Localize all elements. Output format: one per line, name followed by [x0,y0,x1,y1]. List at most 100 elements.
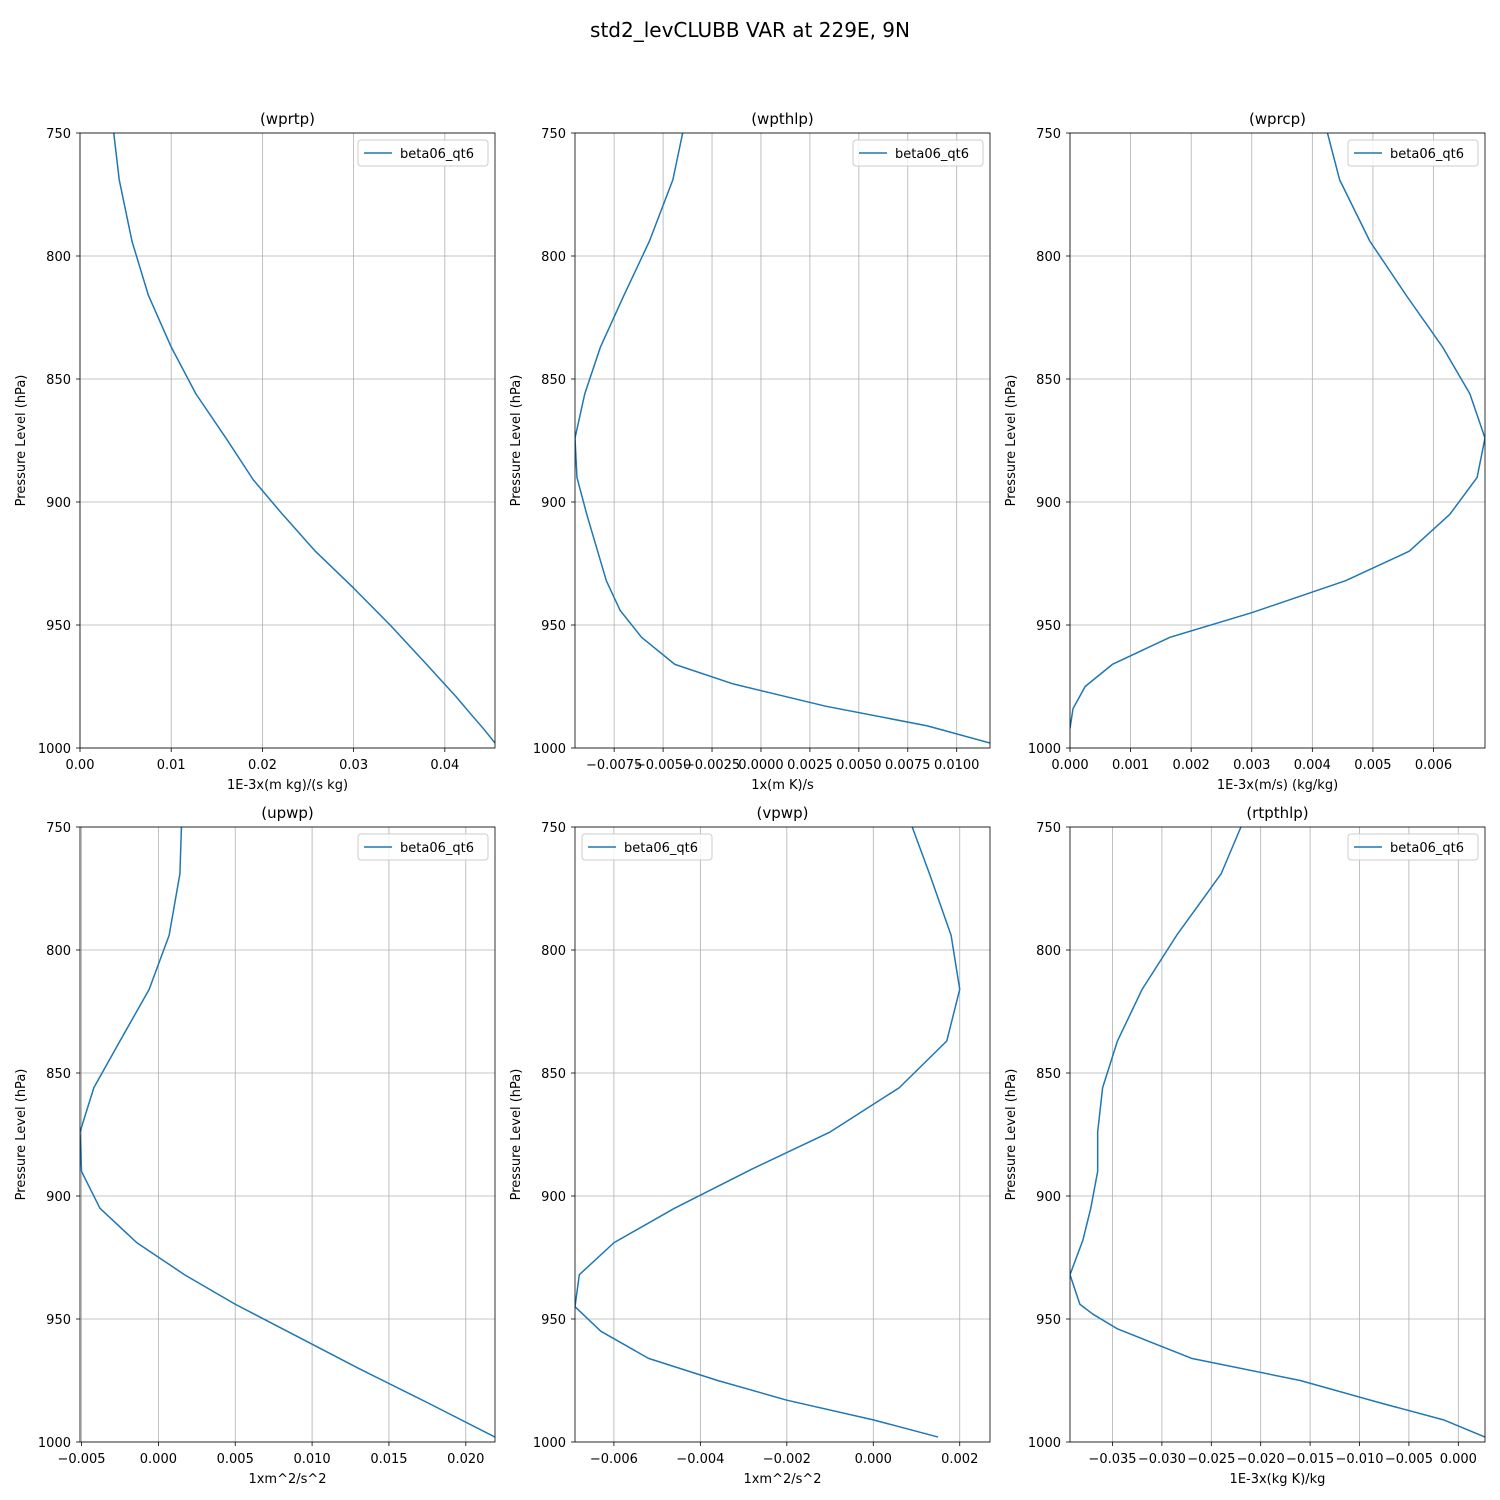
y-tick-label: 850 [46,1067,71,1082]
legend-box [357,139,489,167]
panels: 0.00 0.01 0.02 0.03 0.04 750 800 850 900 950 1000 (… [14,110,1486,1487]
x-tick-label: 0.000 [1051,758,1088,773]
x-tick-label: 0.0000 [738,758,784,773]
axes-frame [574,826,991,1443]
y-tick-label: 750 [46,127,71,142]
panel-title: (rtpthlp) [1246,804,1308,822]
y-tick-label: 1000 [1028,1436,1061,1451]
x-tick-label: −0.010 [1335,1452,1383,1467]
legend-box [852,139,984,167]
y-tick-label: 900 [1036,1190,1061,1205]
y-tick-label: 900 [1036,496,1061,511]
legend-label: beta06_qt6 [1390,147,1464,162]
x-tick-label: 0.003 [1233,758,1270,773]
y-tick-label: 1000 [38,742,71,757]
panel-5: −0.035 −0.030 −0.025 −0.020 −0.015 −0.010 −0.0… [1004,804,1486,1487]
y-tick-label: 750 [541,821,566,836]
x-tick-label: 0.004 [1294,758,1331,773]
x-tick-label: 0.04 [430,758,459,773]
legend-label: beta06_qt6 [400,841,474,856]
x-tick-label: 0.00 [66,758,95,773]
x-tick-label: −0.025 [1187,1452,1235,1467]
y-tick-label: 1000 [38,1436,71,1451]
x-tick-label: −0.0050 [635,758,691,773]
y-tick-label: 900 [541,496,566,511]
x-tick-label: 0.0100 [934,758,980,773]
y-tick-label: 950 [541,1313,566,1328]
x-tick-label: −0.015 [1286,1452,1334,1467]
y-axis-label: Pressure Level (hPa) [1004,1069,1019,1201]
x-axis-label: 1E-3x(m kg)/(s kg) [227,778,348,793]
x-tick-label: 0.000 [140,1452,177,1467]
y-tick-label: 800 [46,944,71,959]
legend: beta06_qt6 [1347,139,1479,167]
axes-frame [1069,826,1486,1443]
legend-box [1347,833,1479,861]
x-tick-label: 0.0025 [787,758,833,773]
y-tick-label: 800 [541,944,566,959]
y-tick-label: 950 [46,1313,71,1328]
y-tick-label: 750 [541,127,566,142]
x-tick-label: 0.015 [370,1452,407,1467]
y-tick-label: 850 [1036,373,1061,388]
x-tick-label: −0.020 [1237,1452,1285,1467]
y-tick-label: 750 [1036,821,1061,836]
figure-title: std2_levCLUBB VAR at 229E, 9N [590,18,910,42]
legend-label: beta06_qt6 [624,841,698,856]
y-tick-label: 850 [541,373,566,388]
x-tick-label: 0.006 [1415,758,1452,773]
x-tick-label: −0.002 [763,1452,811,1467]
axes-frame [79,826,496,1443]
y-tick-label: 850 [541,1067,566,1082]
legend-label: beta06_qt6 [1390,841,1464,856]
x-tick-label: 0.03 [339,758,368,773]
x-tick-label: 0.005 [217,1452,254,1467]
legend: beta06_qt6 [357,139,489,167]
x-tick-label: 0.000 [855,1452,892,1467]
series-line [575,133,990,744]
legend: beta06_qt6 [1347,833,1479,861]
legend-box [1347,139,1479,167]
y-tick-label: 1000 [533,1436,566,1451]
y-tick-label: 900 [541,1190,566,1205]
series-line [575,827,961,1438]
legend: beta06_qt6 [852,139,984,167]
y-tick-label: 750 [46,821,71,836]
x-tick-label: 0.000 [1440,1452,1477,1467]
y-tick-label: 900 [46,1190,71,1205]
y-tick-label: 800 [1036,250,1061,265]
y-axis-label: Pressure Level (hPa) [1004,375,1019,507]
axes-frame [574,132,991,749]
panel-title: (vpwp) [757,804,809,822]
y-tick-label: 950 [46,619,71,634]
panel-0: 0.00 0.01 0.02 0.03 0.04 750 800 850 900 950 1000 (… [14,110,496,793]
y-tick-label: 900 [46,496,71,511]
y-tick-label: 950 [541,619,566,634]
y-tick-label: 750 [1036,127,1061,142]
y-axis-label: Pressure Level (hPa) [14,1069,29,1201]
legend: beta06_qt6 [357,833,489,861]
y-tick-label: 1000 [1028,742,1061,757]
x-axis-label: 1x(m K)/s [751,778,814,793]
y-tick-label: 850 [46,373,71,388]
series-line [80,827,495,1438]
y-tick-label: 800 [541,250,566,265]
x-tick-label: 0.005 [1354,758,1391,773]
x-tick-label: 0.002 [1173,758,1210,773]
panel-title: (wpthlp) [751,110,814,128]
panel-title: (upwp) [261,804,314,822]
legend-box [357,833,489,861]
x-tick-label: 0.020 [447,1452,484,1467]
panel-4: −0.006 −0.004 −0.002 0.000 0.002 750 800 850 900… [509,804,991,1487]
x-axis-label: 1E-3x(m/s) (kg/kg) [1217,778,1338,793]
x-axis-label: 1E-3x(kg K)/kg [1230,1472,1326,1487]
x-tick-label: 0.001 [1112,758,1149,773]
x-tick-label: −0.030 [1138,1452,1186,1467]
x-tick-label: 0.0075 [885,758,931,773]
legend-box [581,833,713,861]
y-tick-label: 850 [1036,1067,1061,1082]
y-tick-label: 800 [1036,944,1061,959]
panel-3: −0.005 0.000 0.005 0.010 0.015 0.020 750 800 850… [14,804,496,1487]
